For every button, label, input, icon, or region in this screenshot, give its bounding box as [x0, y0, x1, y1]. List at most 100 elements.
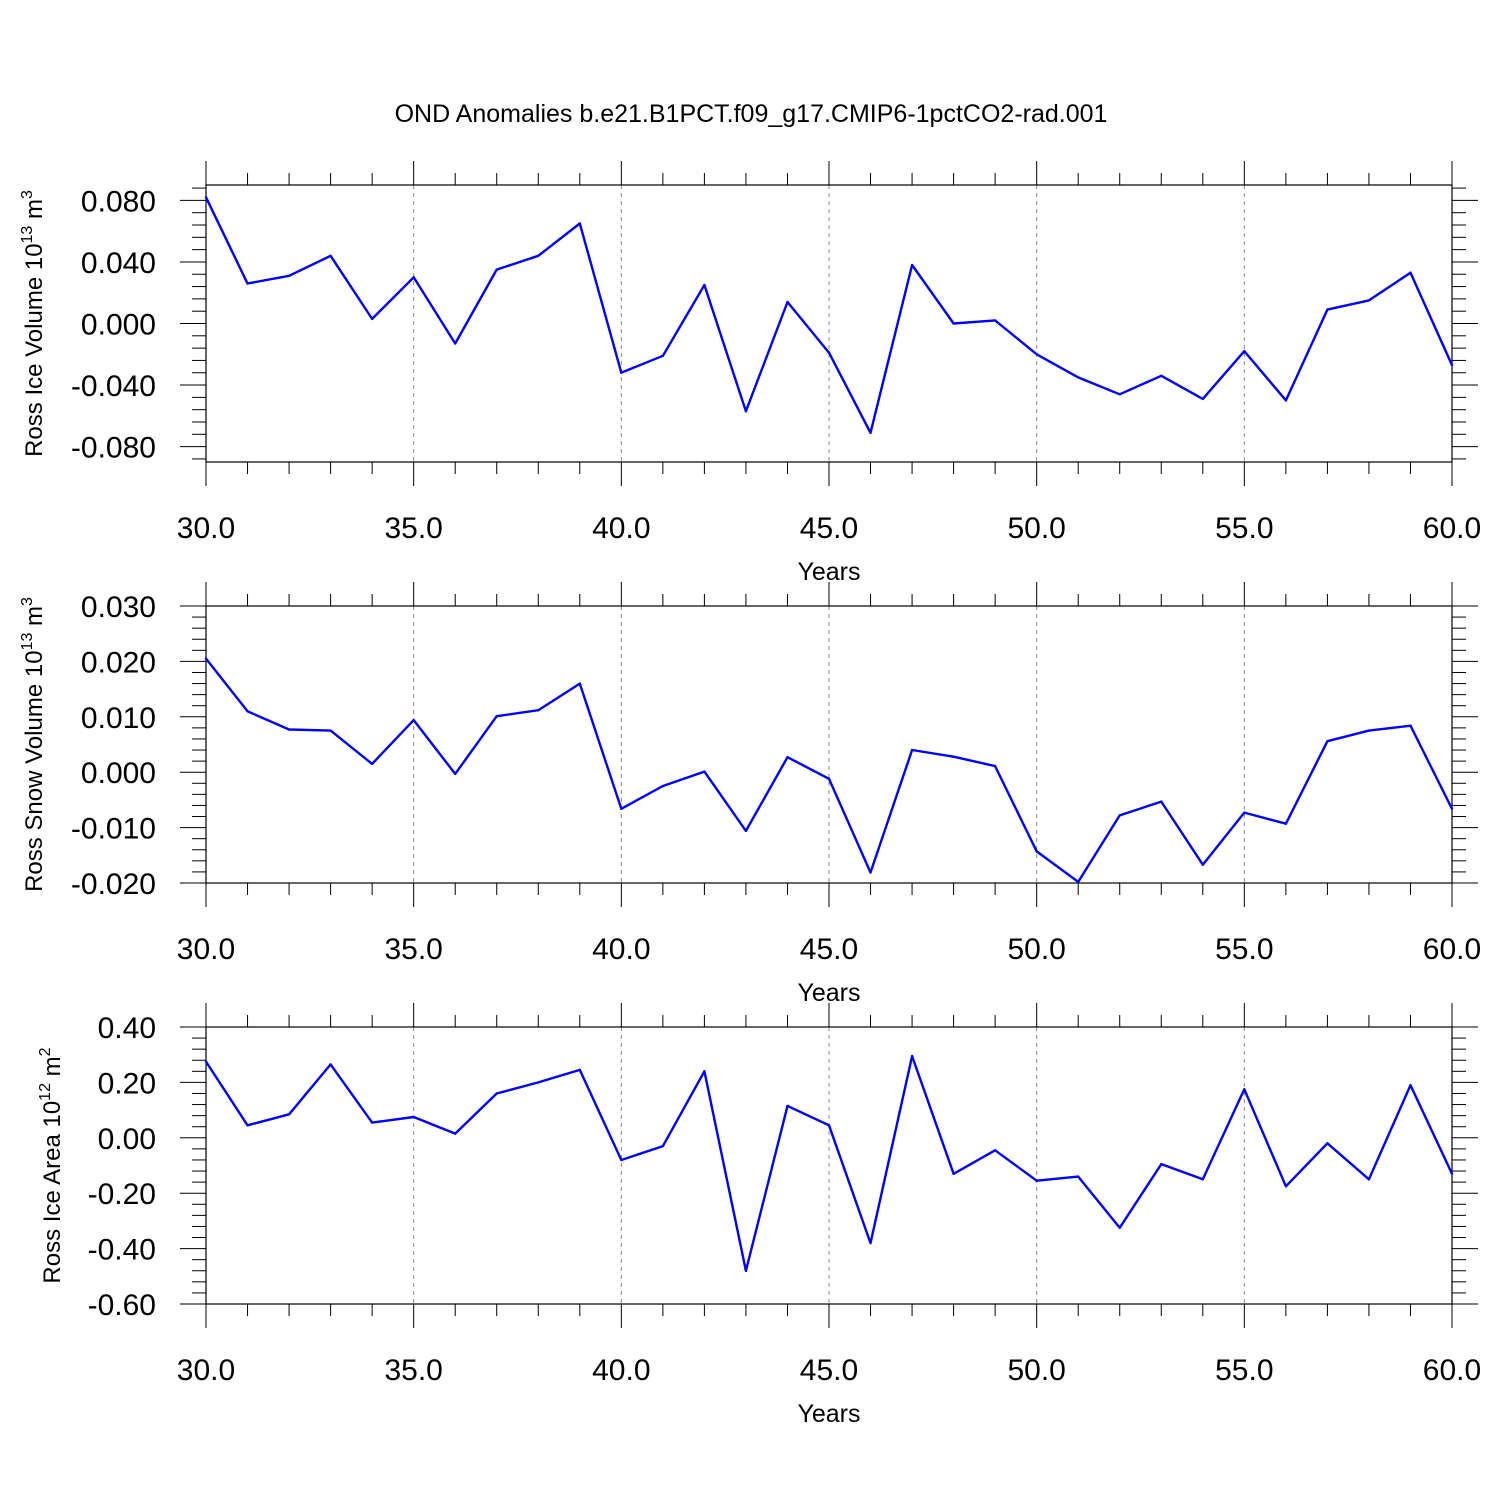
y-tick-label: -0.60	[88, 1289, 156, 1322]
y-axis-label-part: Ross Snow Volume 10	[21, 650, 48, 891]
data-point	[620, 371, 623, 374]
data-point	[204, 657, 208, 660]
data-point	[1035, 353, 1038, 356]
y-axis-label-part: 13	[19, 226, 36, 244]
data-point	[1326, 308, 1329, 311]
y-axis-label-part: m	[39, 1056, 66, 1083]
data-point	[246, 710, 249, 713]
data-point	[1160, 1162, 1163, 1166]
x-axis-label: Years	[797, 1400, 860, 1428]
data-point	[827, 351, 831, 354]
x-tick-label: 60.0	[1423, 512, 1481, 545]
x-tick-label: 45.0	[800, 1354, 858, 1387]
x-tick-label: 30.0	[177, 933, 235, 966]
y-axis-label-part: 3	[19, 190, 36, 199]
data-point	[1118, 814, 1121, 817]
data-point	[1118, 393, 1121, 396]
data-point	[370, 762, 374, 766]
x-tick-label: 55.0	[1215, 512, 1273, 545]
data-point	[786, 1104, 789, 1108]
data-point	[1243, 1088, 1246, 1091]
data-point	[993, 1149, 997, 1152]
y-axis-label-part: m	[21, 199, 48, 226]
data-point	[827, 777, 831, 781]
y-axis-label-part: 3	[19, 597, 36, 606]
x-tick-label: 60.0	[1423, 1354, 1481, 1387]
x-axis-label: Years	[797, 558, 860, 586]
data-point	[952, 1172, 955, 1176]
x-tick-label: 30.0	[177, 512, 235, 545]
y-tick-label: 0.40	[98, 1012, 156, 1045]
data-point	[454, 772, 457, 776]
data-point	[1243, 350, 1246, 353]
data-point	[329, 729, 332, 732]
data-point	[620, 1158, 623, 1162]
data-point	[703, 283, 706, 287]
data-point	[1367, 729, 1371, 732]
data-point	[1201, 1178, 1205, 1181]
x-tick-label: 55.0	[1215, 1354, 1273, 1387]
data-point	[329, 254, 332, 257]
y-tick-label: -0.20	[88, 1178, 156, 1211]
data-point	[370, 1121, 374, 1124]
data-point	[703, 1070, 706, 1073]
y-tick-label: -0.080	[71, 432, 156, 465]
data-point	[204, 1060, 208, 1063]
data-point	[204, 196, 208, 199]
data-point	[869, 1241, 872, 1245]
data-point	[1160, 374, 1163, 378]
data-point	[495, 1092, 498, 1095]
data-point	[786, 300, 789, 304]
y-tick-label: -0.020	[71, 868, 156, 901]
data-point	[287, 1113, 291, 1116]
x-tick-label: 50.0	[1007, 933, 1065, 966]
x-tick-label: 45.0	[800, 512, 858, 545]
data-point	[1160, 800, 1163, 803]
data-point	[993, 319, 997, 322]
data-point	[1326, 1142, 1329, 1145]
y-axis-label-part: Ross Ice Area 10	[39, 1101, 66, 1284]
data-point	[1450, 807, 1454, 810]
y-tick-label: 0.00	[98, 1123, 156, 1156]
data-point	[537, 708, 540, 712]
data-point	[1409, 271, 1412, 274]
data-point	[1409, 724, 1412, 727]
panel-1: 0.080 0.040 0.000 -0.040 -0.080 30.0 35.0 40.0 4…	[19, 161, 1481, 586]
data-point	[329, 1063, 332, 1066]
x-tick-label: 30.0	[177, 1354, 235, 1387]
data-point	[1450, 1172, 1454, 1176]
data-point	[287, 274, 291, 277]
data-point	[412, 276, 415, 279]
y-tick-label: 0.040	[81, 247, 156, 280]
data-point	[454, 1132, 457, 1135]
y-axis-label-part: 13	[19, 633, 36, 651]
data-point	[1035, 1179, 1038, 1182]
data-point	[1035, 850, 1038, 853]
data-point	[1409, 1083, 1412, 1087]
chart-title: OND Anomalies b.e21.B1PCT.f09_g17.CMIP6-…	[395, 100, 1108, 128]
data-point	[287, 728, 291, 731]
y-axis-label: Ross Ice Area 1012 m2	[37, 1047, 66, 1283]
x-tick-label: 35.0	[384, 1354, 442, 1387]
data-point	[1284, 399, 1288, 402]
x-axis-label: Years	[797, 979, 860, 1007]
y-tick-label: -0.040	[71, 370, 156, 403]
data-point	[1367, 1178, 1371, 1181]
panel-2: 0.030 0.020 0.010 0.000 -0.010 -0.020 30.0 35.0…	[19, 582, 1481, 1007]
data-point	[246, 282, 249, 285]
data-point	[786, 756, 789, 759]
data-point	[578, 1068, 581, 1072]
data-point	[910, 748, 914, 752]
data-point	[1450, 363, 1454, 367]
x-tick-label: 40.0	[592, 933, 650, 966]
y-axis-label-part: 12	[37, 1083, 54, 1101]
y-axis-label: Ross Snow Volume 1013 m3	[19, 597, 48, 892]
data-point	[993, 764, 997, 768]
data-point	[910, 263, 914, 267]
data-point	[412, 718, 415, 722]
data-point	[869, 431, 872, 434]
x-tick-label: 40.0	[592, 512, 650, 545]
y-tick-label: 0.000	[81, 757, 156, 790]
y-tick-label: 0.030	[81, 591, 156, 624]
data-point	[1201, 863, 1205, 866]
